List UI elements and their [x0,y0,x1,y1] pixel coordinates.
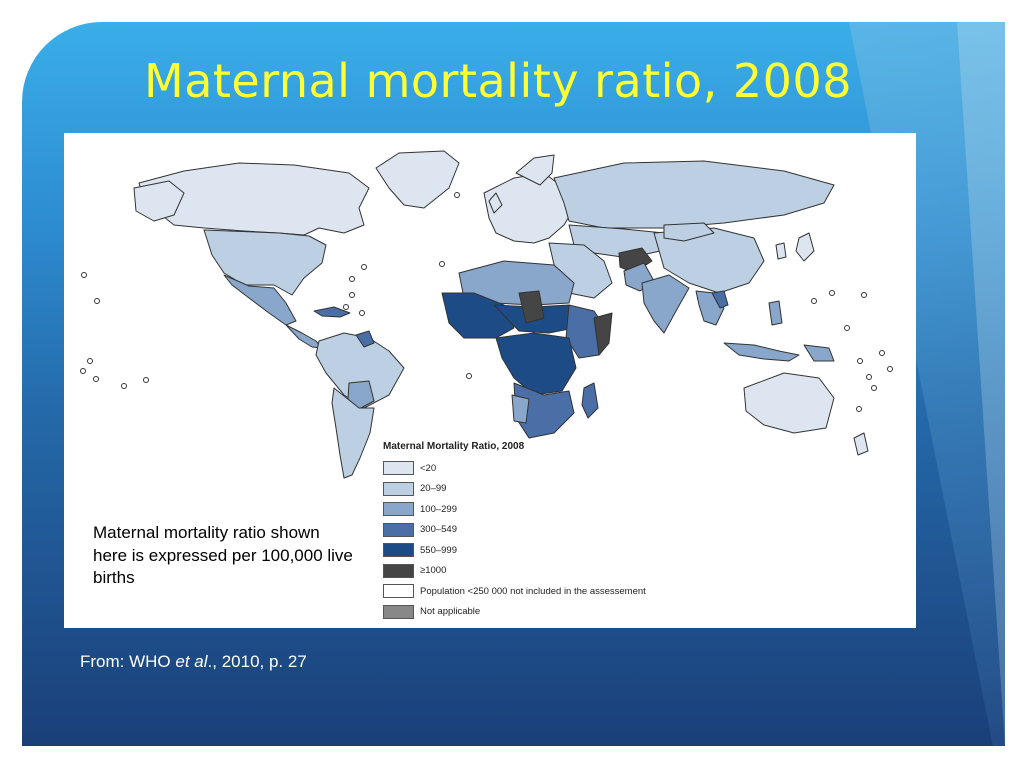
island-marker [80,368,86,374]
island-marker [87,358,93,364]
map-region-canada [138,162,370,236]
island-marker [861,292,867,298]
legend-label: Population <250 000 not included in the … [420,585,646,597]
map-region-china [653,227,765,294]
island-marker [81,272,87,278]
legend-label: 550–999 [420,544,457,556]
island-marker [887,366,893,372]
island-marker [343,304,349,310]
map-region-somalia [593,312,613,356]
map-region-namibia [511,394,530,424]
world-map [80,150,893,479]
island-marker [93,376,99,382]
map-region-russia [553,160,835,229]
map-region-central-america [285,324,323,349]
map-region-central-africa [495,332,577,396]
map-region-mongolia [663,222,715,242]
map-region-alaska [133,180,185,222]
legend-swatch [383,461,414,476]
island-marker [871,385,877,391]
legend-label: 20–99 [420,483,447,495]
map-panel: Maternal Mortality Ratio, 2008 <20 20–99 1… [64,133,916,628]
island-marker [94,298,100,304]
island-marker [121,383,127,389]
legend-item: 300–549 [383,520,713,541]
legend-swatch [383,584,414,599]
island-marker [359,310,365,316]
source-prefix: From: WHO [80,652,176,671]
map-region-philippines [768,300,783,326]
legend-swatch [383,502,414,517]
legend-label: <20 [420,462,437,474]
legend-label: Not applicable [420,606,481,618]
island-marker [866,374,872,380]
map-region-caribbean [313,306,351,318]
legend-swatch [383,543,414,558]
legend-title: Maternal Mortality Ratio, 2008 [383,441,525,452]
source-citation: From: WHO et al., 2010, p. 27 [80,652,307,672]
island-marker [829,290,835,296]
map-legend: Maternal Mortality Ratio, 2008 <20 20–99 1… [383,441,713,622]
island-marker [349,292,355,298]
legend-swatch [383,563,414,578]
legend-item: Not applicable [383,602,713,623]
island-marker [857,358,863,364]
map-region-uk [488,192,503,214]
island-marker [143,377,149,383]
map-region-japan [795,232,815,262]
island-marker [811,298,817,304]
island-marker [361,264,367,270]
island-marker [844,325,850,331]
legend-label: 100–299 [420,503,457,515]
map-region-scandinavia [515,154,555,186]
map-region-new-zealand [853,432,869,456]
slide-title: Maternal mortality ratio, 2008 [144,54,852,108]
map-region-laos [711,290,729,309]
island-marker [439,261,445,267]
source-suffix: ., 2010, p. 27 [207,652,307,671]
legend-swatch [383,522,414,537]
map-region-papua [803,344,835,362]
map-region-chad [518,290,545,324]
legend-label: 300–549 [420,524,457,536]
map-region-australia [743,372,835,434]
map-region-west-africa [441,292,515,339]
map-region-south-america-south [331,387,375,479]
legend-swatch [383,481,414,496]
legend-item: 100–299 [383,499,713,520]
legend-item: 20–99 [383,479,713,500]
map-region-guyana [355,330,375,348]
island-marker [879,350,885,356]
source-italic: et al [175,652,208,671]
island-marker [466,373,472,379]
map-region-india [641,274,690,334]
legend-label: ≥1000 [420,565,447,577]
island-marker [454,192,460,198]
legend-swatch [383,604,414,619]
island-marker [349,276,355,282]
map-region-madagascar [581,382,599,419]
map-region-greenland [375,150,460,209]
legend-item: 550–999 [383,540,713,561]
map-region-bolivia [347,380,375,410]
legend-item: Population <250 000 not included in the … [383,581,713,602]
map-region-indonesia [723,342,800,362]
map-region-mexico [223,274,297,326]
legend-item: ≥1000 [383,561,713,582]
legend-item: <20 [383,458,713,479]
note-text: Maternal mortality ratio shown here is e… [93,523,353,588]
map-region-korea [775,242,787,260]
map-region-usa [203,229,327,296]
island-marker [856,406,862,412]
